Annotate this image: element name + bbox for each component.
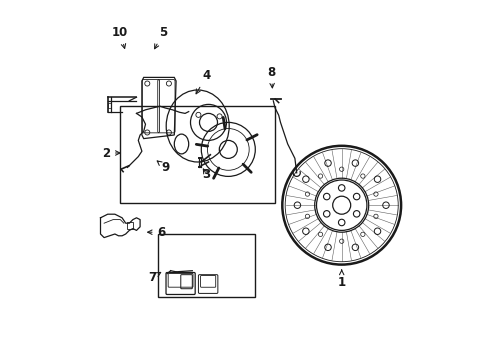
Bar: [127, 222, 133, 229]
Text: 9: 9: [157, 161, 169, 174]
Text: 4: 4: [196, 69, 210, 94]
Bar: [120, 106, 275, 203]
Text: 10: 10: [112, 26, 128, 48]
Text: 3: 3: [202, 168, 210, 181]
Bar: [108, 103, 111, 108]
Text: 1: 1: [337, 270, 345, 289]
Text: 7: 7: [148, 271, 161, 284]
Bar: [158, 234, 255, 297]
Text: 8: 8: [267, 66, 275, 88]
Text: 6: 6: [147, 226, 165, 239]
Text: 5: 5: [154, 26, 167, 49]
Text: 2: 2: [102, 147, 120, 159]
